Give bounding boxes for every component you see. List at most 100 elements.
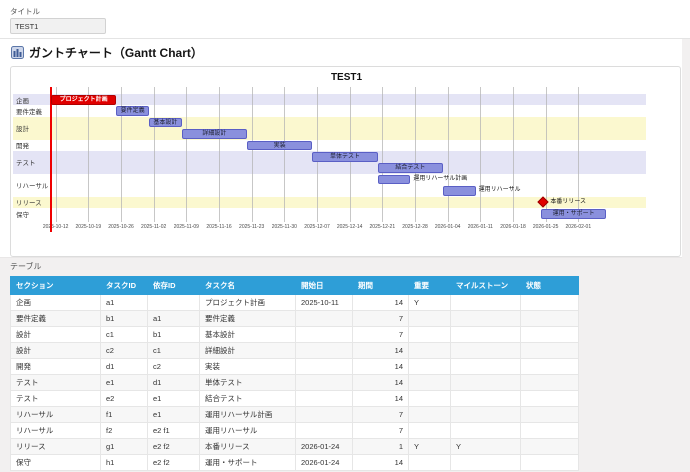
table-cell: e1 [147, 390, 200, 407]
table-cell: 1 [352, 438, 409, 455]
table-cell: リハーサル [10, 406, 101, 423]
table-cell: c2 [147, 358, 200, 375]
grid-line [55, 87, 57, 222]
table-cell [450, 358, 521, 375]
axis-tick-label: 2025-11-02 [141, 224, 167, 230]
table-row: テスト e1 d1 単体テスト 14 [10, 374, 579, 391]
table-cell [408, 454, 451, 471]
axis-tick-label: 2025-11-23 [239, 224, 265, 230]
table-header-cell: 重要 [408, 276, 451, 295]
gantt-bar: 基本設計 [149, 117, 182, 128]
table-cell: 実装 [199, 358, 296, 375]
grid-line [219, 87, 220, 222]
table-header-row: セクション タスクID 依存ID タスク名 開始日 期間 重要 マイルストーン 状態 [10, 276, 579, 295]
table-cell: 14 [352, 390, 409, 407]
title-input[interactable] [10, 18, 106, 34]
table-cell [520, 374, 579, 391]
gantt-section-title: ガントチャート（Gantt Chart） [29, 46, 203, 60]
table-cell [520, 438, 579, 455]
table-cell: g1 [100, 438, 148, 455]
table-cell: c2 [100, 342, 148, 359]
axis-tick-label: 2025-12-07 [304, 224, 330, 230]
axis-tick-label: 2026-01-04 [434, 224, 461, 230]
grid-line [186, 87, 188, 222]
table-cell: 運用リハーサル計画 [199, 406, 296, 423]
table-cell: e2 f2 [147, 438, 200, 455]
axis-tick-label: 2025-11-30 [271, 224, 297, 230]
table-cell [520, 422, 579, 439]
table-cell: 保守 [10, 454, 101, 471]
grid-line [415, 87, 416, 222]
table-cell [408, 310, 451, 327]
table-cell [450, 454, 521, 471]
table-cell: 要件定義 [199, 310, 296, 327]
table-cell [450, 374, 521, 391]
table-row: リハーサル f2 e2 f1 運用リハーサル 7 [10, 422, 579, 439]
table-cell: d1 [147, 374, 200, 391]
table-cell: Y [408, 294, 451, 311]
gantt-bar: 要件定義 [116, 106, 149, 116]
section-label: 開発 [16, 143, 29, 151]
gantt-bar [377, 174, 411, 185]
gantt-chart: TEST1 企画 要件定義 設計 開発 テスト リハーサル リリース 保守 2025-10-12… [10, 66, 681, 257]
table-cell: リリース [10, 438, 101, 455]
table-header-cell: 開始日 [295, 276, 353, 295]
milestone-label: 本番リリース [550, 198, 587, 205]
table-cell: e1 [147, 406, 200, 423]
table-cell: c1 [100, 326, 148, 343]
section-label: テスト [16, 160, 36, 168]
table-header-cell: タスクID [100, 276, 148, 295]
table-cell: 14 [352, 454, 409, 471]
axis-tick-label: 2025-10-19 [75, 224, 102, 230]
table-row: 設計 c2 c1 詳細設計 14 [10, 342, 579, 359]
table-cell: 運用・サポート [199, 454, 296, 471]
table-cell: 要件定義 [10, 310, 101, 327]
table-cell [450, 310, 521, 327]
grid-line [88, 87, 90, 222]
axis-tick-label: 2025-11-16 [206, 224, 232, 230]
table-cell: 7 [352, 406, 409, 423]
table-cell [520, 326, 579, 343]
table-cell [408, 326, 451, 343]
axis-tick-label: 2025-12-14 [336, 224, 363, 230]
table-cell [295, 422, 353, 439]
gantt-bar: 詳細設計 [181, 129, 247, 139]
axis-tick-label: 2025-10-26 [108, 224, 134, 230]
table-row: リハーサル f1 e1 運用リハーサル計画 7 [10, 406, 579, 423]
gantt-chart-icon [11, 46, 24, 59]
table-cell [295, 342, 353, 359]
table-cell: 結合テスト [199, 390, 296, 407]
grid-line [284, 87, 286, 222]
table-cell: h1 [100, 454, 148, 471]
table-cell [520, 454, 579, 471]
section-label: リリース [16, 200, 42, 208]
title-field-label: タイトル [10, 7, 40, 16]
table-cell: Y [450, 438, 521, 455]
table-cell: 運用リハーサル [199, 422, 296, 439]
table-cell: 開発 [10, 358, 101, 375]
table-cell: a1 [100, 294, 148, 311]
table-cell: e1 [100, 374, 148, 391]
today-line [50, 87, 52, 232]
table-cell [295, 326, 353, 343]
table-cell: b1 [147, 326, 200, 343]
table-cell [408, 390, 451, 407]
table-cell [520, 406, 579, 423]
table-cell: 7 [352, 422, 409, 439]
table-cell [295, 358, 353, 375]
table-cell [295, 406, 353, 423]
table-header-cell: タスク名 [199, 276, 296, 295]
table-cell [450, 294, 521, 311]
grid-line [513, 87, 514, 222]
section-label: 企画 [16, 97, 29, 105]
axis-tick-label: 2026-01-18 [500, 224, 526, 230]
axis-tick-label: 2026-02-01 [565, 224, 592, 230]
table-cell [408, 374, 451, 391]
table-cell [450, 422, 521, 439]
table-cell [520, 342, 579, 359]
table-cell: d1 [100, 358, 148, 375]
table-cell: 2025-10-11 [295, 294, 353, 311]
table-cell [450, 390, 521, 407]
table-row: 保守 h1 e2 f2 運用・サポート 2026-01-24 14 [10, 454, 579, 471]
divider-line [0, 38, 690, 39]
